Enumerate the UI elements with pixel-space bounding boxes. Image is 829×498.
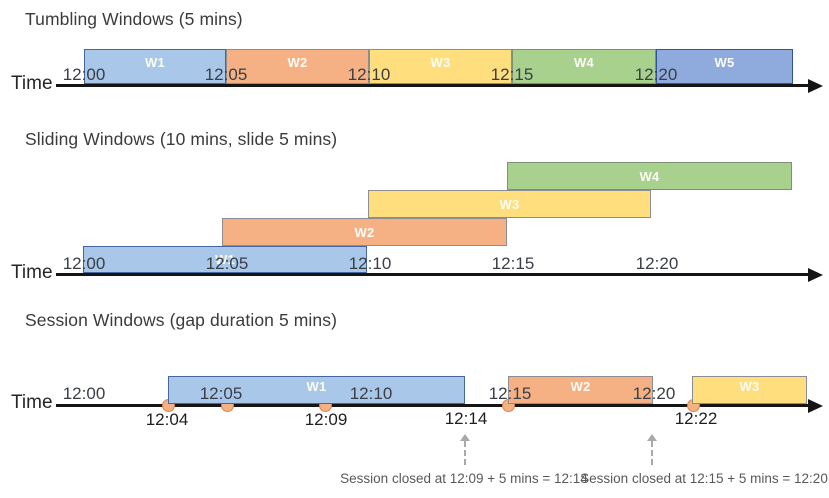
tumbling-time-axis [56, 84, 810, 87]
time-tick-label: 12:05 [199, 384, 243, 403]
time-tick-label: 12:00 [62, 384, 106, 403]
tumbling-title: Tumbling Windows (5 mins) [25, 9, 243, 29]
time-tick-label: 12:00 [62, 254, 106, 273]
time-tick-label: 12:20 [635, 254, 679, 273]
dashed-up-arrow [647, 434, 657, 465]
window-bar-label: W4 [639, 168, 660, 184]
time-tick-label: 12:20 [632, 384, 676, 403]
session-closed-note: Session closed at 12:09 + 5 mins = 12:14 [340, 471, 588, 486]
window-bar-w1: W1 [168, 376, 465, 404]
sliding-title: Sliding Windows (10 mins, slide 5 mins) [25, 129, 338, 149]
window-bar-w4: W4 [507, 162, 792, 190]
arrow-stem [651, 441, 653, 465]
event-time-label: 12:14 [444, 409, 488, 428]
time-tick-label: 12:00 [62, 65, 106, 84]
up-arrowhead-icon [460, 434, 470, 441]
window-bar-label: W4 [573, 55, 595, 70]
window-bar-label: W2 [570, 378, 591, 394]
time-tick-label: 12:10 [349, 384, 393, 403]
time-tick-label: 12:10 [347, 65, 391, 84]
session-time-axis [56, 404, 810, 407]
window-bar-w3: W3 [692, 376, 807, 404]
window-bar-w1: W1 [83, 246, 367, 273]
dashed-up-arrow [460, 434, 470, 465]
time-tick-label: 12:05 [205, 254, 249, 273]
time-tick-label: 12:15 [491, 254, 535, 273]
window-bar-w2: W2 [226, 49, 369, 84]
window-bar-w3: W3 [368, 190, 651, 218]
session-time-axis-caption: Time [11, 392, 53, 413]
window-bar-w3: W3 [369, 49, 512, 84]
window-bar-w2: W2 [222, 218, 507, 246]
event-time-label: 12:09 [304, 410, 348, 429]
window-bar-label: W3 [499, 196, 520, 212]
sliding-time-axis-caption: Time [11, 262, 53, 283]
event-time-label: 12:04 [145, 410, 189, 429]
sliding-time-axis [56, 273, 810, 276]
arrow-stem [464, 441, 466, 465]
window-bar-label: W2 [354, 224, 375, 240]
window-bar-w1: W1 [84, 49, 226, 84]
up-arrowhead-icon [647, 434, 657, 441]
axis-arrowhead-icon [808, 78, 823, 93]
window-bar-label: W5 [714, 55, 735, 70]
time-tick-label: 12:15 [488, 384, 532, 403]
window-bar-label: W2 [287, 55, 308, 70]
window-bar-label: W1 [306, 378, 327, 394]
window-bar-label: W3 [739, 378, 760, 394]
tumbling-time-axis-caption: Time [11, 73, 53, 94]
window-bar-w4: W4 [512, 49, 656, 84]
axis-arrowhead-icon [808, 267, 823, 282]
window-bar-label: W1 [214, 252, 236, 267]
window-bar-label: W1 [144, 55, 166, 70]
time-tick-label: 12:15 [490, 65, 534, 84]
session-closed-note: Session closed at 12:15 + 5 mins = 12:20 [580, 471, 828, 486]
axis-arrowhead-icon [808, 398, 823, 413]
session-title: Session Windows (gap duration 5 mins) [25, 310, 338, 330]
event-time-label: 12:22 [674, 409, 718, 428]
time-tick-label: 12:10 [348, 254, 392, 273]
window-bar-w5: W5 [656, 49, 793, 84]
window-bar-label: W3 [430, 55, 451, 70]
time-tick-label: 12:05 [204, 65, 248, 84]
window-bar-w2: W2 [508, 376, 653, 404]
time-tick-label: 12:20 [634, 65, 678, 84]
